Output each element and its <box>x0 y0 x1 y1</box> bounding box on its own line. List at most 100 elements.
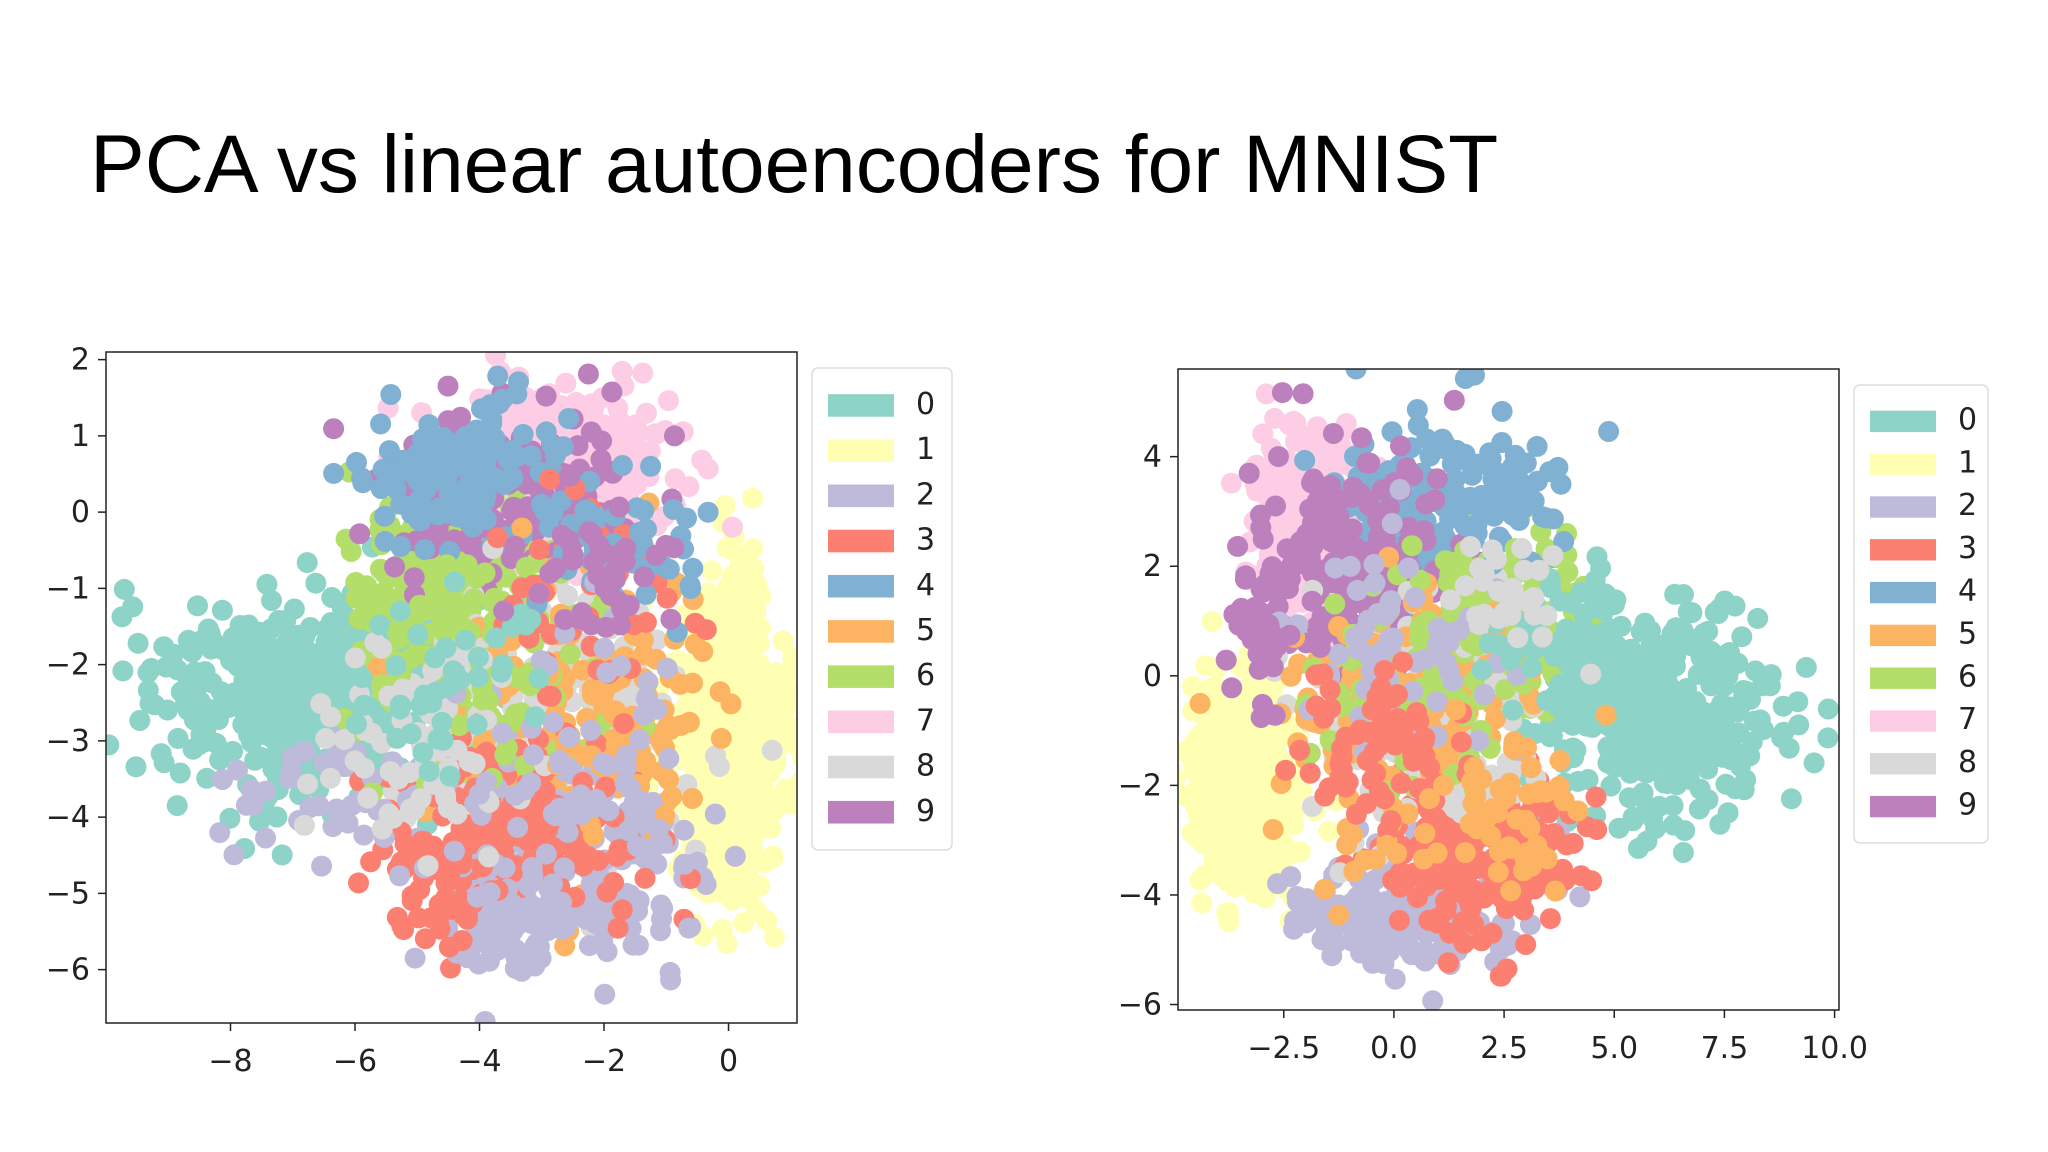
point-digit-2 <box>637 671 659 693</box>
point-digit-2 <box>656 657 678 679</box>
point-digit-9 <box>660 608 682 630</box>
point-digit-7 <box>1255 383 1277 405</box>
point-digit-4 <box>380 384 402 405</box>
point-digit-0 <box>1622 810 1644 832</box>
point-digit-5 <box>669 673 691 695</box>
point-digit-1 <box>726 594 748 616</box>
point-digit-9 <box>528 582 550 604</box>
x-tick-label: −2 <box>582 1044 626 1079</box>
point-digit-0 <box>187 595 208 617</box>
point-digit-1 <box>1214 829 1236 851</box>
point-digit-3 <box>607 917 629 939</box>
point-digit-0 <box>201 699 223 721</box>
point-digit-2 <box>538 892 560 914</box>
point-digit-4 <box>374 505 396 527</box>
point-digit-1 <box>1218 711 1240 733</box>
point-digit-6 <box>409 594 431 616</box>
point-digit-9 <box>1390 435 1411 457</box>
point-digit-2 <box>592 752 614 774</box>
point-digit-0 <box>1655 702 1677 723</box>
point-digit-0 <box>239 640 261 662</box>
point-digit-1 <box>775 778 797 800</box>
point-digit-0 <box>1613 662 1635 683</box>
point-digit-9 <box>1268 446 1289 468</box>
point-digit-0 <box>167 659 189 681</box>
point-digit-2 <box>724 845 746 867</box>
point-digit-0 <box>1599 679 1621 701</box>
point-digit-0 <box>1817 727 1839 749</box>
point-digit-2 <box>243 795 265 817</box>
point-digit-4 <box>512 423 534 445</box>
point-digit-5 <box>571 659 593 681</box>
point-digit-9 <box>655 534 677 556</box>
point-digit-0 <box>209 749 231 771</box>
point-digit-2 <box>598 800 620 822</box>
point-digit-9 <box>1415 493 1437 515</box>
legend-swatch-1 <box>828 439 894 462</box>
point-digit-8 <box>387 768 409 790</box>
point-digit-8 <box>478 846 500 868</box>
point-digit-1 <box>1203 850 1225 872</box>
point-digit-1 <box>720 638 742 659</box>
point-digit-7 <box>639 440 661 462</box>
point-digit-9 <box>1322 502 1344 524</box>
point-digit-9 <box>493 600 515 622</box>
point-digit-9 <box>1359 452 1381 474</box>
point-digit-7 <box>658 390 679 412</box>
point-digit-1 <box>1241 759 1262 781</box>
point-digit-0 <box>524 706 546 728</box>
point-digit-1 <box>1229 798 1251 820</box>
point-digit-2 <box>466 886 488 908</box>
point-digit-7 <box>632 362 654 384</box>
point-digit-1 <box>1189 724 1211 746</box>
point-digit-0 <box>305 572 327 594</box>
point-digit-9 <box>1271 382 1293 404</box>
point-digit-1 <box>745 600 767 622</box>
point-digit-2 <box>523 744 544 766</box>
point-digit-6 <box>463 588 485 610</box>
point-digit-3 <box>428 912 449 934</box>
point-digit-8 <box>557 585 579 607</box>
point-digit-2 <box>227 759 248 781</box>
point-digit-6 <box>419 557 441 579</box>
point-digit-0 <box>236 656 258 678</box>
point-digit-4 <box>1431 428 1453 450</box>
point-digit-5 <box>681 788 703 809</box>
point-digit-1 <box>728 877 750 899</box>
point-digit-6 <box>477 689 499 711</box>
point-digit-4 <box>1407 414 1429 436</box>
point-digit-9 <box>608 496 630 518</box>
point-digit-9 <box>384 556 406 578</box>
point-digit-9 <box>664 425 685 447</box>
point-digit-2 <box>678 917 700 939</box>
point-digit-2 <box>223 844 245 866</box>
point-digit-9 <box>1322 423 1344 444</box>
legend-label-2: 2 <box>916 477 935 512</box>
point-digit-2 <box>507 816 529 838</box>
point-digit-0 <box>325 651 347 673</box>
point-digit-1 <box>742 487 764 509</box>
point-digit-4 <box>1454 369 1476 389</box>
point-digit-0 <box>1693 623 1715 645</box>
point-digit-9 <box>535 385 557 407</box>
point-digit-2 <box>553 857 575 879</box>
point-digit-3 <box>391 915 413 937</box>
point-digit-0 <box>1772 695 1794 717</box>
point-digit-0 <box>1672 842 1694 863</box>
point-digit-0 <box>1614 740 1636 762</box>
point-digit-2 <box>311 855 333 877</box>
point-digit-8 <box>417 855 439 877</box>
point-digit-9 <box>609 614 631 636</box>
point-digit-0 <box>1803 752 1825 774</box>
point-digit-0 <box>174 693 196 715</box>
point-digit-0 <box>252 686 274 707</box>
legend-swatch-4 <box>828 574 894 598</box>
point-digit-4 <box>486 439 508 461</box>
point-digit-9 <box>1358 494 1380 516</box>
x-tick-label: −8 <box>208 1044 252 1079</box>
point-digit-7 <box>535 401 557 423</box>
point-digit-3 <box>411 830 433 852</box>
point-digit-2 <box>556 915 577 937</box>
point-digit-3 <box>487 527 508 549</box>
point-digit-0 <box>169 762 191 784</box>
